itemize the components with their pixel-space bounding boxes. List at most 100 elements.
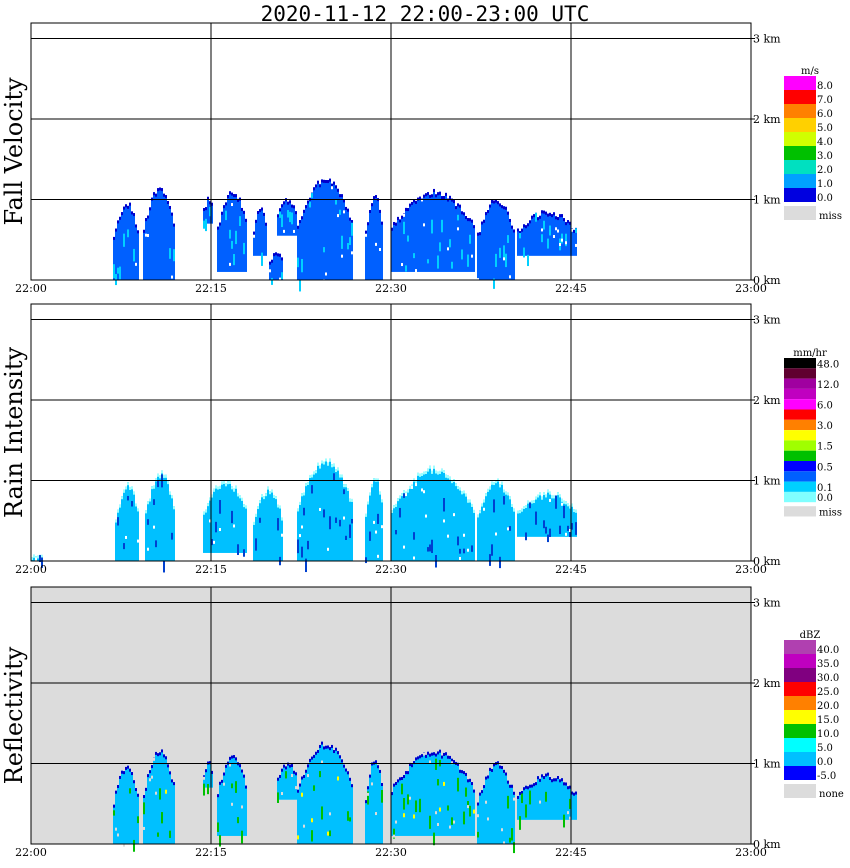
- colorbar-label: 0.0: [817, 193, 833, 204]
- echo-column: [379, 491, 381, 561]
- echo-edge: [239, 764, 241, 768]
- echo-edge: [119, 216, 121, 220]
- echo-edge: [299, 501, 301, 505]
- echo-column: [501, 765, 503, 844]
- echo-edge: [505, 772, 507, 776]
- echo-edge: [137, 230, 139, 234]
- echo-edge: [545, 773, 547, 777]
- echo-edge: [553, 778, 555, 782]
- echo-column: [331, 744, 333, 844]
- echo-column: [497, 201, 499, 280]
- echo-edge: [321, 741, 323, 745]
- echo-edge: [321, 460, 323, 464]
- echo-edge: [257, 506, 259, 510]
- echo-column: [563, 218, 565, 256]
- echo-column: [159, 475, 161, 561]
- echo-edge: [171, 212, 173, 216]
- echo-column: [555, 495, 557, 537]
- echo-edge: [509, 218, 511, 222]
- echo-edge: [453, 200, 455, 204]
- echo-column: [561, 498, 563, 537]
- echo-gap: [325, 272, 327, 276]
- y-tick-label: 3 km: [753, 314, 781, 327]
- echo-edge: [365, 800, 367, 804]
- echo-column: [567, 503, 569, 537]
- echo-edge: [439, 749, 441, 753]
- echo-accent: [467, 254, 469, 267]
- echo-gap: [549, 498, 551, 502]
- echo-edge: [561, 214, 563, 218]
- echo-gap: [377, 554, 379, 558]
- echo-edge: [225, 764, 227, 768]
- echo-edge: [227, 481, 229, 485]
- echo-cell: [143, 187, 175, 280]
- echo-column: [417, 756, 419, 836]
- echo-accent: [311, 193, 313, 199]
- echo-edge: [507, 780, 509, 784]
- echo-gap: [171, 275, 173, 279]
- echo-accent: [39, 555, 41, 563]
- echo-gap: [295, 786, 297, 790]
- echo-column: [493, 200, 495, 280]
- echo-column: [485, 493, 487, 561]
- echo-edge: [315, 184, 317, 188]
- echo-accent: [333, 473, 335, 481]
- echo-gap: [421, 488, 423, 492]
- echo-column: [491, 481, 493, 561]
- echo-column: [575, 791, 577, 820]
- echo-column: [375, 760, 377, 844]
- echo-edge: [495, 199, 497, 203]
- echo-gap: [35, 557, 37, 561]
- echo-edge: [329, 178, 331, 182]
- echo-column: [367, 786, 369, 844]
- echo-column: [135, 503, 137, 561]
- echo-column: [265, 493, 267, 561]
- echo-edge: [301, 493, 303, 497]
- echo-edge: [477, 802, 479, 806]
- echo-accent: [313, 785, 315, 791]
- echo-edge: [157, 753, 159, 757]
- echo-column: [277, 777, 279, 800]
- echo-column: [123, 771, 125, 844]
- echo-edge: [415, 480, 417, 484]
- echo-accent: [255, 538, 257, 551]
- echo-column: [491, 768, 493, 844]
- echo-accent: [403, 221, 405, 235]
- echo-gap: [299, 534, 301, 538]
- echo-edge: [463, 771, 465, 775]
- echo-column: [519, 231, 521, 256]
- echo-column: [501, 481, 503, 561]
- echo-column: [131, 772, 133, 844]
- echo-edge: [533, 214, 535, 218]
- echo-edge: [153, 192, 155, 196]
- colorbar-unit: dBZ: [800, 630, 821, 641]
- colorbar-swatch: [784, 710, 816, 724]
- echo-column: [559, 779, 561, 820]
- echo-edge: [343, 764, 345, 768]
- echo-gap: [435, 811, 437, 815]
- echo-edge: [123, 206, 125, 210]
- echo-edge: [549, 777, 551, 781]
- echo-column: [437, 751, 439, 836]
- echo-column: [379, 209, 381, 280]
- echo-column: [471, 219, 473, 272]
- echo-accent: [301, 546, 303, 558]
- echo-edge: [127, 205, 129, 209]
- echo-column: [273, 253, 275, 280]
- echo-column: [513, 229, 515, 280]
- echo-accent: [441, 219, 443, 233]
- colorbar-label: none: [819, 789, 844, 800]
- echo-edge: [529, 220, 531, 224]
- echo-edge: [281, 257, 283, 261]
- echo-gap: [219, 528, 221, 532]
- echo-column: [115, 519, 117, 561]
- echo-column: [421, 472, 423, 561]
- echo-column: [161, 470, 163, 561]
- colorbar-label: 12.0: [817, 380, 839, 391]
- echo-column: [151, 486, 153, 561]
- echo-accent: [431, 219, 433, 234]
- colorbar-label: 35.0: [817, 659, 839, 670]
- echo-edge: [293, 205, 295, 209]
- echo-gap: [125, 535, 127, 539]
